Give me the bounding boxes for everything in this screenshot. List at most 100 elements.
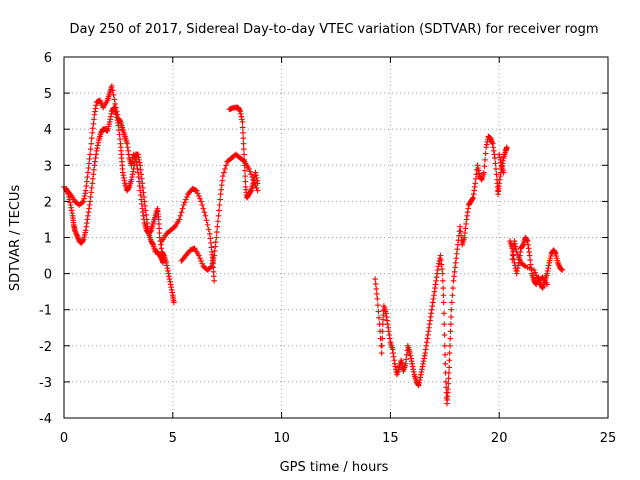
data-point — [440, 299, 447, 306]
plot-frame — [63, 56, 609, 419]
data-point — [441, 310, 447, 317]
data-point — [197, 255, 203, 262]
data-point — [449, 292, 456, 299]
data-point — [215, 218, 221, 225]
chart-title: Day 250 of 2017, Sidereal Day-to-day VTE… — [69, 22, 598, 37]
x-tick-label: 10 — [273, 431, 290, 446]
data-point — [201, 209, 208, 216]
data-point — [88, 140, 94, 147]
data-point — [559, 267, 566, 273]
data-point — [493, 171, 500, 178]
data-point — [442, 361, 449, 367]
data-point — [439, 270, 446, 277]
data-point — [242, 178, 249, 185]
data-point — [447, 328, 454, 335]
data-point — [450, 285, 456, 291]
y-tick-label: -1 — [39, 304, 52, 319]
data-point — [215, 213, 222, 219]
data-point — [440, 278, 446, 284]
data-point — [79, 199, 86, 206]
x-tick-label: 0 — [60, 431, 68, 446]
data-point — [441, 332, 448, 338]
data-point — [449, 299, 455, 306]
data-point — [213, 234, 220, 241]
data-point — [482, 157, 488, 163]
data-point — [533, 272, 539, 279]
data-point — [492, 155, 498, 161]
data-point — [184, 194, 190, 200]
data-point — [442, 352, 448, 358]
data-point — [216, 202, 223, 208]
data-point — [521, 262, 528, 269]
data-point — [112, 101, 118, 107]
data-point — [193, 187, 200, 194]
data-point — [239, 119, 246, 125]
data-point — [198, 258, 204, 264]
y-tick-label: 5 — [44, 87, 52, 102]
data-point — [376, 315, 382, 321]
data-point — [445, 375, 452, 382]
data-point — [196, 252, 202, 259]
data-point — [220, 173, 226, 179]
data-point — [481, 169, 487, 176]
data-point — [372, 276, 378, 282]
data-point — [440, 285, 446, 291]
data-point — [375, 308, 382, 315]
y-tick-label: 3 — [44, 159, 52, 174]
x-axis-label: GPS time / hours — [280, 460, 389, 475]
data-point — [240, 130, 246, 136]
data-point — [196, 193, 202, 199]
data-point — [246, 166, 252, 172]
data-point — [481, 163, 488, 170]
data-point — [515, 254, 522, 261]
x-tick-label: 5 — [169, 431, 177, 446]
data-point — [198, 198, 204, 205]
data-point — [88, 135, 95, 142]
data-point — [372, 281, 379, 287]
data-point — [373, 286, 380, 292]
data-point — [171, 299, 177, 306]
x-tick-label: 25 — [600, 431, 617, 446]
data-point — [183, 196, 189, 203]
data-point — [241, 151, 247, 158]
data-point — [202, 213, 209, 219]
data-point — [446, 357, 453, 364]
x-tick-label: 20 — [491, 431, 508, 446]
data-point — [199, 202, 205, 208]
data-point — [222, 166, 228, 172]
y-tick-label: 2 — [44, 195, 52, 210]
data-point — [374, 291, 380, 297]
data-point — [240, 146, 247, 152]
data-point — [446, 350, 453, 356]
data-point — [109, 83, 115, 89]
data-point — [214, 223, 221, 230]
data-point — [240, 140, 247, 147]
y-tick-label: 1 — [44, 232, 52, 247]
data-point — [208, 264, 214, 271]
data-point — [374, 296, 381, 302]
data-point — [446, 364, 452, 371]
data-point — [447, 343, 453, 349]
data-point — [205, 226, 212, 233]
data-point — [441, 321, 448, 327]
data-point — [514, 251, 521, 258]
data-point — [204, 222, 211, 228]
data-point — [179, 205, 186, 212]
data-point — [445, 380, 452, 387]
data-point — [241, 157, 248, 163]
data-point — [176, 216, 183, 223]
data-series-rogm — [61, 83, 566, 407]
data-point — [248, 171, 254, 178]
data-point — [493, 166, 499, 172]
data-point — [253, 185, 260, 191]
data-point — [177, 213, 184, 219]
data-point — [216, 207, 222, 214]
data-point — [181, 199, 188, 206]
data-point — [544, 281, 550, 288]
data-point — [195, 190, 201, 197]
data-point — [379, 328, 386, 335]
data-point — [513, 249, 520, 255]
data-point — [87, 146, 94, 152]
data-point — [531, 267, 537, 273]
